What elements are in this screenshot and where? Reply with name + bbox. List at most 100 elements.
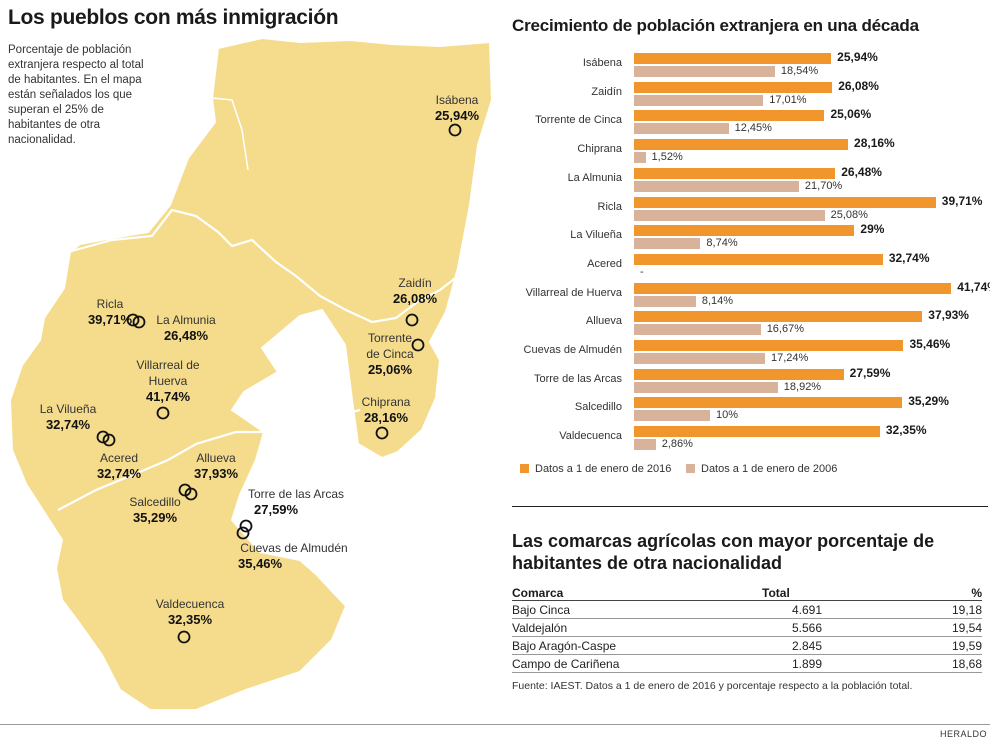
bar-2006 [634,410,710,422]
table-cell-comarca: Bajo Cinca [512,600,762,619]
divider [512,506,988,507]
bar-value-label-2006: 12,45% [734,122,772,135]
bar-category-label: Zaidín [591,85,622,98]
town-label-torrente-de-cinca: Torrente de Cinca 25,06% [366,331,414,377]
bar-value-label-2016: 39,71% [941,193,983,208]
table-cell-total: 5.566 [762,618,822,637]
bar-value-label-2016: 28,16% [854,136,895,151]
province-border-huesca [67,208,459,324]
brand-logo: HERALDO [939,729,987,739]
bar-category-label: Acered [587,257,622,270]
bar-2006 [634,238,701,250]
bar-2006 [634,381,778,393]
town-marker-torrente-de-cinca [411,338,425,352]
table-cell-total: 2.845 [762,636,822,655]
bar-2006 [634,66,775,77]
table-title: Las comarcas agrícolas con mayor porcent… [512,531,935,573]
bar-value-label-2006: 17,01% [769,93,807,106]
town-marker-torre-de-las-arcas [239,519,253,533]
table-cell-comarca: Campo de Cariñena [512,654,762,673]
bar-value-label-2006: 2,86% [661,438,693,451]
table-header-pct: % [822,586,982,601]
town-label-acered: Acered 32,74% [96,451,142,481]
bar-category-label: Ricla [597,200,622,213]
bar-value-label-2016: 35,46% [909,337,951,351]
bar-2006 [634,180,799,192]
bar-chart: Isábena 25,94% 18,54% Zaidín 26,08% 17,01% Tor… [523,50,990,451]
bar-value-label-2016: 29% [860,222,885,237]
bar-2006 [634,152,646,164]
town-marker-villarreal-de-huerva [156,406,170,420]
bar-2006 [634,123,729,135]
bar-2016 [634,311,923,323]
town-marker-acered [102,433,116,447]
bar-value-label-2006: 18,92% [783,380,822,393]
table-cell-total: 1.899 [762,654,822,673]
bar-value-label-2016: 32,74% [888,250,930,265]
town-marker-isabena [448,123,462,137]
bar-value-label-2006: 1,52% [651,151,683,164]
chart-title: Crecimiento de población extranjera en u… [512,16,919,35]
map-region-shape [8,36,494,711]
town-marker-cuevas-de-almuden [236,526,250,540]
bar-value-label-2006: 8,74% [706,237,738,250]
town-marker-salcedillo [178,483,192,497]
table-cell-comarca: Bajo Aragón-Caspe [512,636,762,655]
bar-2006 [634,94,764,106]
town-label-ricla: Ricla 39,71% [87,297,133,327]
bar-value-label-2016: 35,29% [908,394,949,409]
legend-swatch-2006 [686,464,695,473]
bar-2006 [634,295,696,307]
map-intro-text: Porcentaje de población extranjera respe… [8,44,144,146]
table-cell-pct: 19,18 [822,600,982,619]
bar-value-label-2006: 25,08% [830,208,868,221]
bar-value-label-2016: 26,08% [838,78,879,93]
bar-2006 [634,353,766,364]
bar-category-label: Villarreal de Huerva [525,286,622,299]
table-cell-pct: 19,59 [822,636,982,655]
table-cell-total: 4.691 [762,600,822,619]
table-header-total: Total [762,586,822,601]
bar-2016 [634,282,952,294]
legend-item-2006: Datos a 1 de enero de 2006 [686,463,837,475]
town-label-cuevas-de-almuden: Cuevas de Almudén 35,46% [238,541,348,571]
bar-value-label-2016: 25,06% [830,107,872,122]
bar-value-label-2016: 25,94% [837,50,878,64]
bar-category-label: Cuevas de Almudén [523,344,622,356]
table-row: Valdejalón 5.566 19,54 [512,618,982,637]
town-label-isabena: Isábena 25,94% [434,93,480,123]
bar-value-label-2016: 32,35% [885,423,927,438]
province-border-teruel [57,408,361,511]
table-cell-pct: 19,54 [822,618,982,637]
bar-category-label: Isábena [582,57,622,69]
bar-category-label: La Vilueña [570,229,622,242]
bar-value-label-2006: 21,70% [804,179,843,192]
map-title: Los pueblos con más inmigración [8,6,339,29]
bar-value-label-2016: 27,59% [849,365,891,380]
bar-2016 [634,81,833,93]
table-cell-pct: 18,68 [822,654,982,673]
legend-item-2016: Datos a 1 de enero de 2016 [520,463,671,475]
aragon-map [8,36,494,711]
bar-2016 [634,397,903,409]
bar-category-label: Chiprana [577,143,622,156]
legend-swatch-2016 [520,464,529,473]
town-marker-la-viluena [96,430,110,444]
town-label-zaidin: Zaidín 26,08% [392,276,438,306]
bar-value-label-2006: 16,67% [766,323,804,336]
bar-category-label: Valdecuenca [559,430,622,443]
map-inner-border [211,97,249,171]
town-label-villarreal-de-huerva: Villarreal de Huerva 41,74% [136,358,200,404]
bar-category-label: Salcedillo [574,401,622,414]
bar-2016 [634,139,849,151]
table-header-comarca: Comarca [512,586,762,601]
town-label-la-almunia: La Almunia 26,48% [156,313,216,343]
bar-2016 [634,53,832,64]
town-marker-chiprana [375,426,389,440]
bar-2016 [634,368,844,380]
bar-value-label-2016: 41,74% [957,279,990,294]
footer-rule [0,724,990,725]
bar-value-label-2006: 10% [716,409,739,422]
bar-2016 [634,225,855,237]
town-label-la-viluena: La Vilueña 32,74% [39,402,97,432]
